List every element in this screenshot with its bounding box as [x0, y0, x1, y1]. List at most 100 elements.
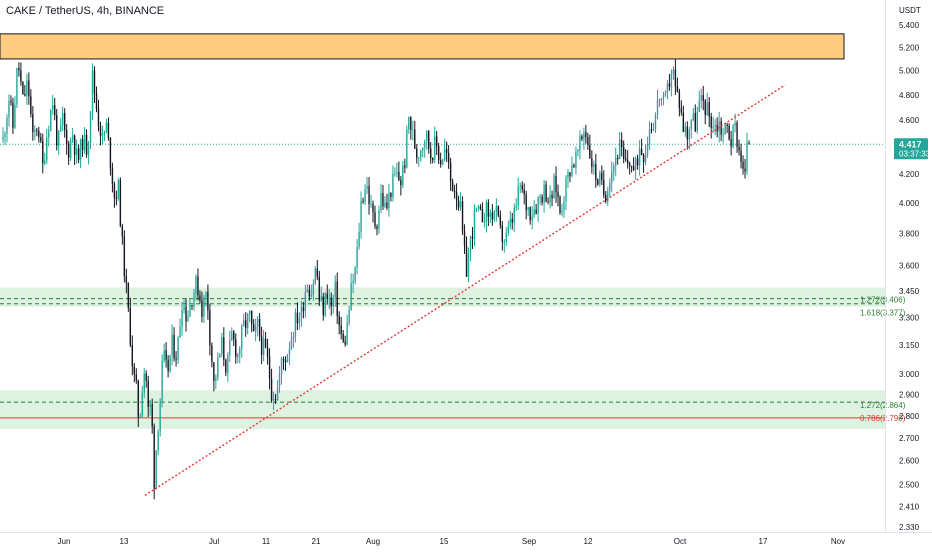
candle-down: [145, 370, 147, 388]
candle-body: [537, 197, 539, 214]
candle-up: [320, 286, 322, 302]
candle-body: [664, 92, 667, 96]
candle-down: [185, 298, 187, 332]
candle-down: [282, 356, 285, 370]
candle-body: [89, 111, 92, 143]
candle-up: [654, 112, 657, 133]
candle-up: [670, 69, 673, 97]
candle-body: [581, 136, 583, 140]
candle-body: [163, 350, 165, 361]
candle-body: [613, 166, 615, 172]
candle-down: [545, 180, 547, 203]
candle-body: [65, 130, 68, 145]
candle-down: [133, 362, 135, 383]
candle-body: [531, 215, 533, 221]
candle-body: [630, 165, 633, 167]
candle-down: [113, 181, 116, 208]
candle-body: [318, 276, 321, 301]
candle-down: [173, 327, 175, 362]
candle-body: [571, 165, 573, 177]
candle-body: [716, 125, 718, 132]
candle-body: [382, 193, 384, 207]
candle-body: [288, 349, 291, 355]
candle-up: [611, 161, 613, 193]
candle-up: [312, 279, 315, 301]
candle-body: [244, 320, 247, 329]
candle-down: [589, 134, 591, 159]
candle-body: [479, 206, 482, 210]
candle-down: [12, 97, 14, 134]
candle-up: [690, 118, 693, 139]
candle-up: [575, 146, 577, 175]
candle-down: [400, 176, 402, 196]
candle-body: [254, 326, 257, 332]
candle-body: [577, 150, 579, 152]
candle-up: [384, 196, 386, 209]
candle-down: [465, 236, 468, 277]
candle-up: [89, 110, 92, 150]
candle-body: [137, 380, 139, 417]
candle-body: [282, 358, 285, 361]
candle-body: [481, 209, 484, 223]
candle-down: [24, 84, 26, 97]
candle-up: [718, 111, 720, 143]
candle-body: [420, 150, 422, 158]
candle-body: [348, 310, 350, 323]
candle-up: [290, 331, 293, 351]
candle-up: [246, 312, 249, 335]
candle-body: [195, 276, 197, 294]
candle-up: [346, 314, 348, 346]
candle-up: [495, 198, 498, 222]
candle-down: [93, 66, 96, 104]
candle-down: [463, 224, 466, 255]
candle-body: [362, 200, 364, 202]
candle-body: [332, 297, 334, 307]
candle-body: [380, 193, 382, 211]
candle-down: [308, 284, 311, 301]
candle-body: [692, 113, 694, 120]
candle-down: [668, 73, 671, 91]
candle-down: [457, 195, 460, 211]
candle-up: [79, 138, 82, 169]
candle-body: [12, 102, 14, 128]
candle-body: [6, 117, 8, 134]
candle-up: [531, 206, 533, 230]
candle-up: [227, 352, 229, 382]
candle-down: [445, 141, 448, 162]
candle-down: [487, 199, 490, 227]
candle-body: [40, 137, 42, 142]
candle-up: [304, 284, 307, 318]
candle-down: [678, 88, 681, 117]
candle-body: [517, 186, 519, 206]
candle-body: [316, 268, 319, 277]
candle-body: [243, 320, 245, 327]
candle-body: [304, 291, 307, 312]
candle-body: [718, 121, 720, 132]
candle-up: [519, 182, 521, 194]
candle-up: [370, 194, 372, 208]
candle-down: [581, 134, 583, 142]
y-tick-label: 3.450: [899, 287, 920, 296]
fib-label: 1.272(2.864): [860, 401, 906, 410]
candle-down: [368, 177, 370, 215]
y-tick-label: 4.800: [899, 91, 920, 100]
candle-body: [676, 86, 679, 92]
candle-body: [418, 157, 420, 159]
candle-body: [742, 161, 744, 169]
candle-body: [398, 171, 400, 180]
candle-body: [125, 276, 128, 283]
candle-body: [302, 307, 305, 312]
candle-body: [223, 337, 225, 360]
candle-body: [374, 212, 376, 227]
candle-body: [491, 212, 494, 220]
candle-down: [382, 184, 384, 210]
candle-up: [396, 162, 398, 178]
candle-down: [704, 98, 706, 125]
x-tick-label: Nov: [831, 537, 845, 546]
candle-down: [376, 224, 378, 236]
candle-up: [189, 299, 191, 318]
candle-body: [36, 130, 38, 132]
candle-down: [461, 196, 464, 235]
